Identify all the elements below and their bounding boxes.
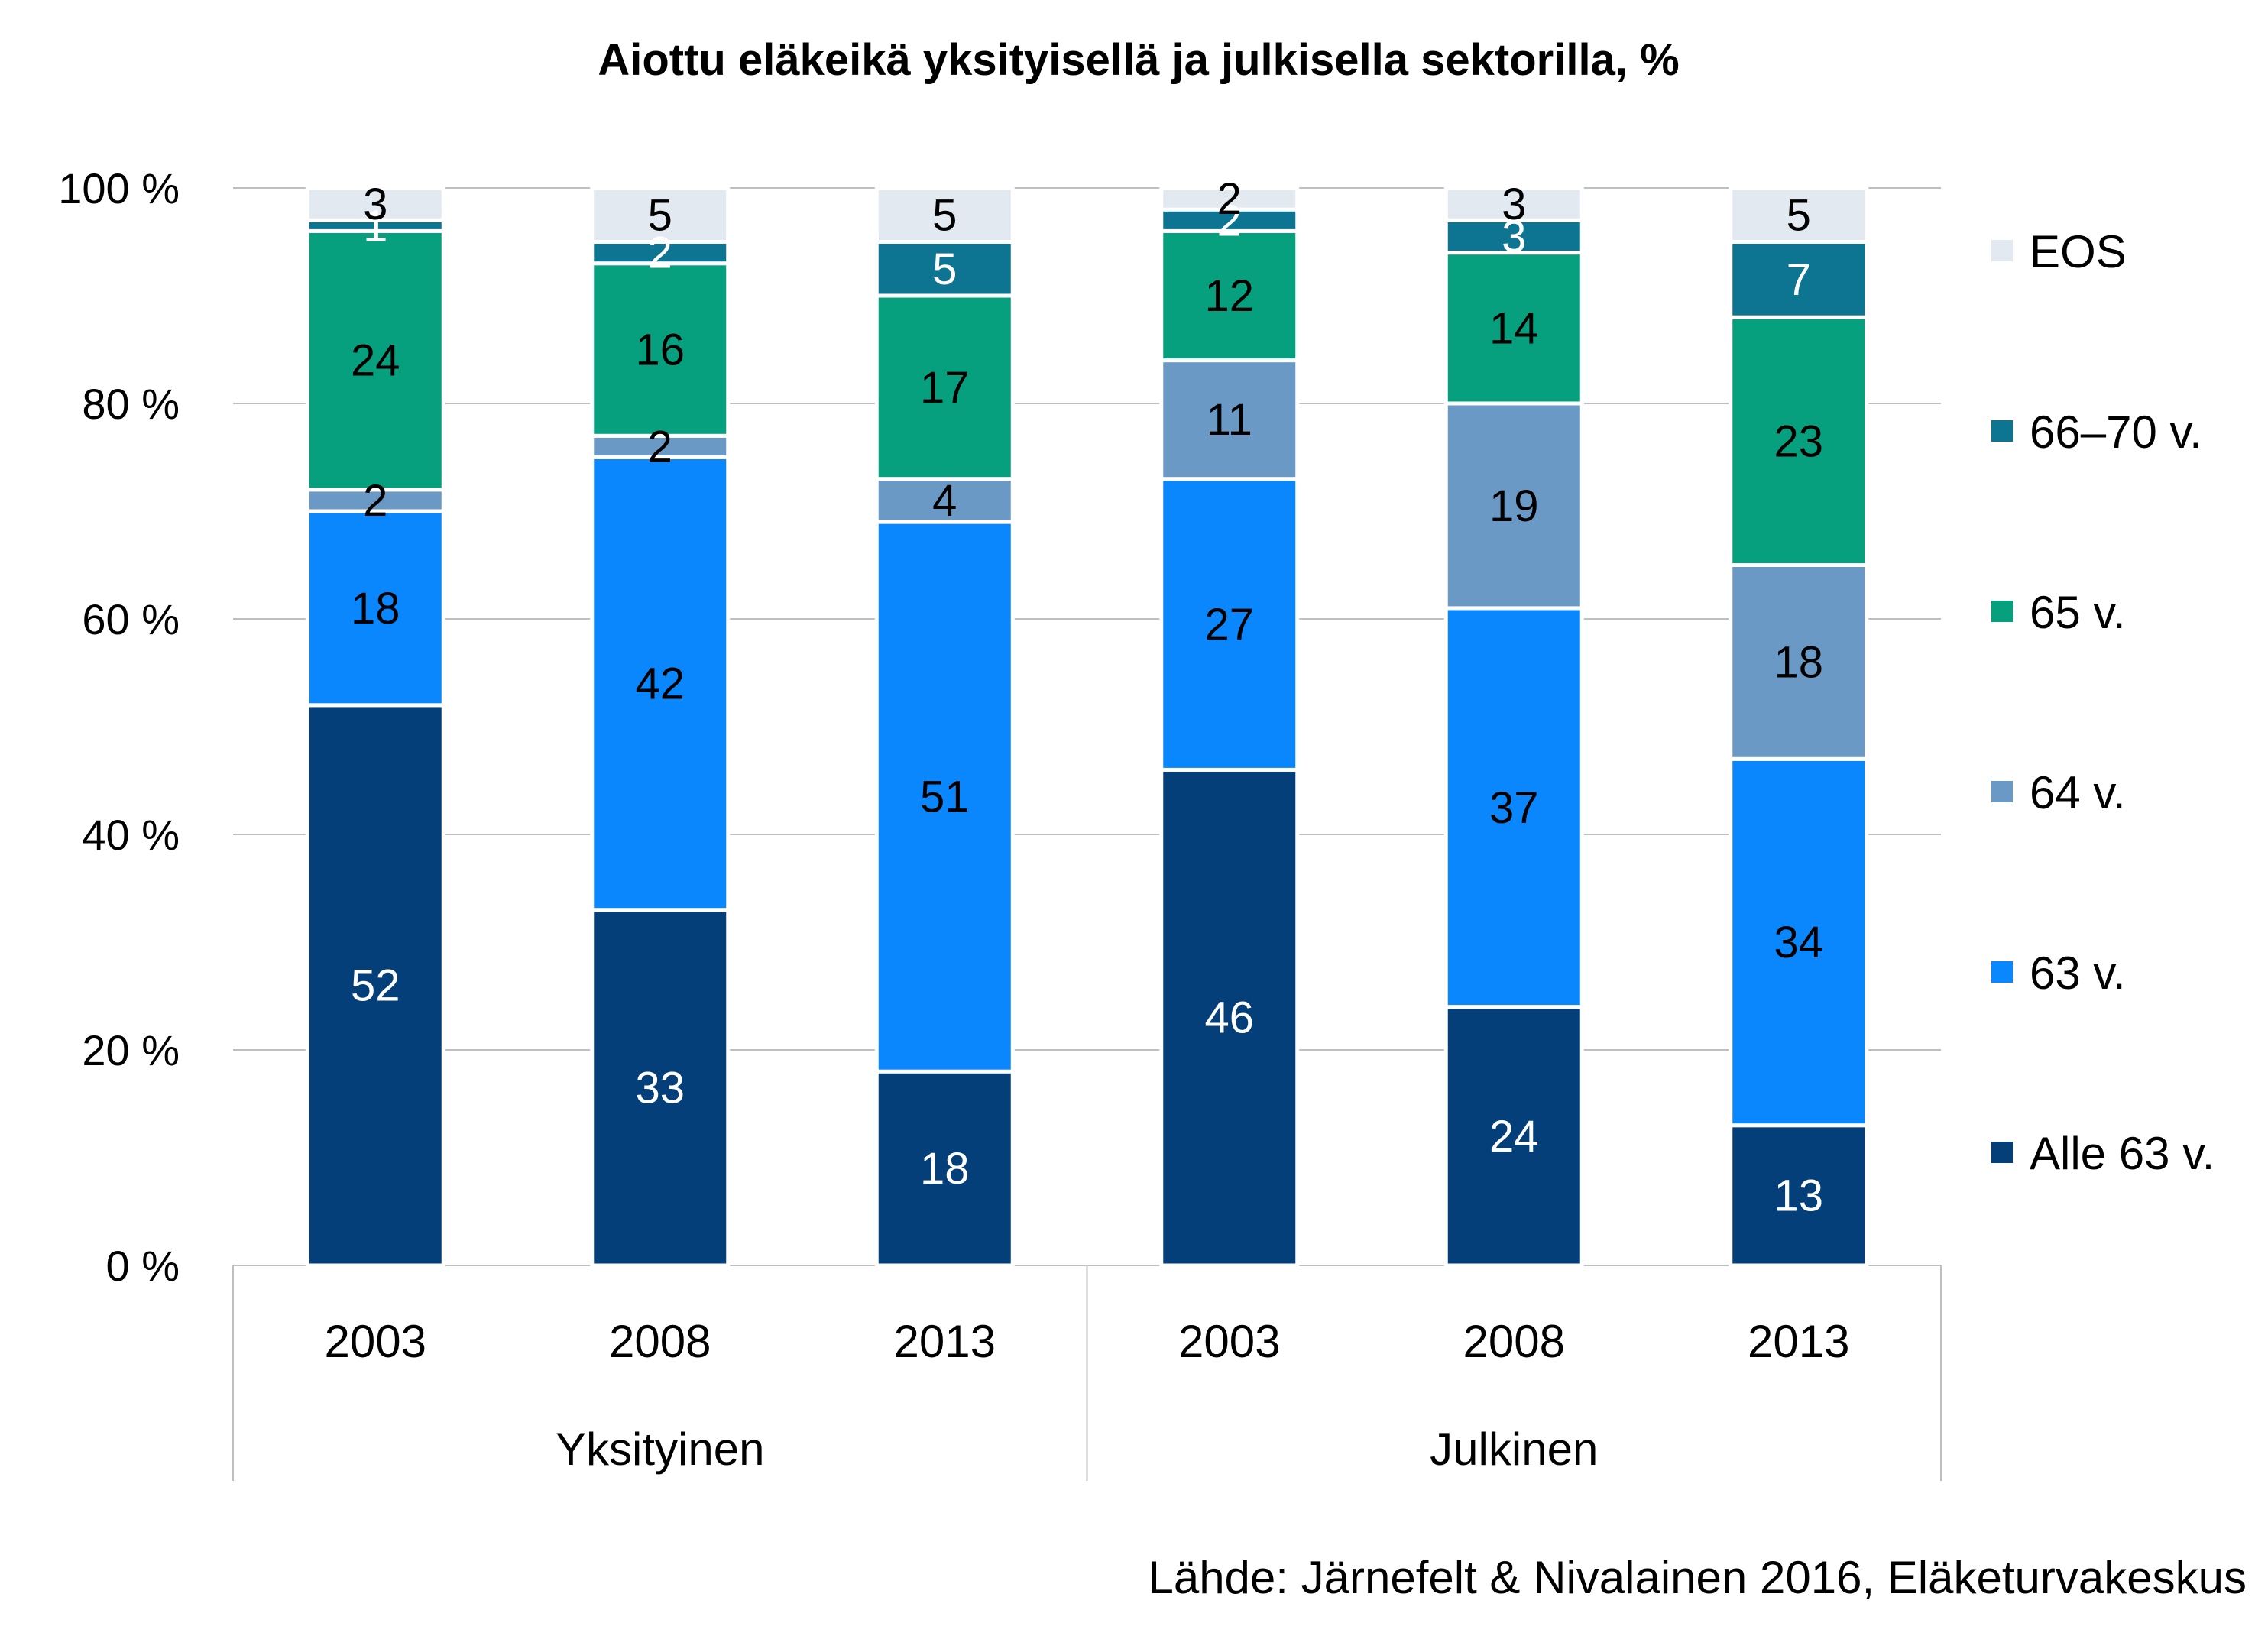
bar-segment — [1443, 401, 1584, 611]
data-label: 5 — [932, 245, 957, 294]
x-tick-label: 2013 — [894, 1316, 996, 1367]
x-tick-label: 2008 — [609, 1316, 711, 1367]
data-label: 4 — [932, 476, 957, 526]
group-label: Julkinen — [1430, 1424, 1598, 1475]
y-tick-label: 80 % — [82, 380, 180, 428]
data-label: 5 — [648, 190, 672, 240]
legend-label: 66–70 v. — [2030, 407, 2202, 458]
data-label: 52 — [351, 961, 400, 1010]
data-label: 24 — [1489, 1112, 1539, 1161]
chart-title: Aiottu eläkeikä yksityisellä ja julkisel… — [598, 35, 1679, 85]
legend-label: 65 v. — [2030, 587, 2126, 638]
bar-segment — [874, 186, 1015, 244]
y-tick-label: 40 % — [82, 811, 180, 859]
data-label: 51 — [920, 773, 970, 822]
data-label: 14 — [1489, 303, 1539, 353]
data-label: 2 — [1217, 196, 1242, 245]
data-label: 2 — [1217, 174, 1242, 224]
bar-segment — [590, 186, 731, 244]
data-label: 1 — [363, 201, 387, 251]
legend-swatch — [1991, 961, 2013, 983]
x-tick-label: 2008 — [1463, 1316, 1565, 1367]
data-label: 3 — [1502, 212, 1526, 261]
bars — [305, 186, 1869, 1268]
data-label: 24 — [351, 336, 400, 386]
data-label: 46 — [1204, 993, 1254, 1043]
data-label: 18 — [920, 1144, 970, 1194]
data-label: 16 — [635, 326, 685, 375]
y-tick-label: 100 % — [58, 164, 180, 212]
data-label: 2 — [648, 422, 672, 471]
y-tick-label: 20 % — [82, 1026, 180, 1074]
bar-segment — [590, 433, 731, 459]
group-label: Yksityinen — [556, 1424, 764, 1475]
bar-segment — [1443, 606, 1584, 1009]
bar-segment — [1443, 218, 1584, 255]
data-label: 2 — [648, 228, 672, 278]
bar-segment — [1159, 186, 1300, 212]
x-tick-label: 2003 — [325, 1316, 426, 1367]
legend-label: 64 v. — [2030, 767, 2126, 818]
bar-segment — [305, 228, 446, 492]
legend-swatch — [1991, 240, 2013, 261]
legend-label: 63 v. — [2030, 948, 2126, 999]
bar-segment — [305, 703, 446, 1268]
data-label: 33 — [635, 1063, 685, 1113]
legend-swatch — [1991, 781, 2013, 802]
legend: EOS 66–70 v. 65 v. 64 v. 63 v. Alle 63 v. — [1991, 226, 2215, 1179]
bar-segment — [1443, 186, 1584, 222]
data-label: 5 — [932, 190, 957, 240]
data-label: 13 — [1774, 1171, 1823, 1220]
data-label: 17 — [920, 363, 970, 413]
y-tick-label: 60 % — [82, 595, 180, 643]
bar-segment — [874, 240, 1015, 298]
data-label: 42 — [635, 659, 685, 709]
data-label: 11 — [1207, 395, 1252, 445]
data-label: 23 — [1774, 416, 1823, 466]
gridlines — [233, 187, 1941, 1266]
data-label: 34 — [1774, 918, 1823, 967]
legend-label: Alle 63 v. — [2030, 1128, 2215, 1179]
bar-segment — [1729, 186, 1869, 244]
data-label: 12 — [1204, 271, 1254, 321]
bar-segment — [1729, 756, 1869, 1128]
data-label: 19 — [1489, 481, 1539, 531]
bar-segment — [1159, 207, 1300, 233]
data-label: 3 — [1502, 180, 1526, 229]
bar-segment — [1729, 563, 1869, 761]
bar-segment — [590, 908, 731, 1268]
data-labels: 5218224133342216251851417554627111222243… — [351, 174, 1823, 1220]
bar-segment — [1443, 251, 1584, 406]
legend-swatch — [1991, 601, 2013, 622]
data-label: 18 — [1774, 637, 1823, 687]
legend-swatch — [1991, 1142, 2013, 1163]
data-label: 3 — [363, 180, 387, 229]
bar-segment — [305, 186, 446, 222]
bar-segment — [874, 1069, 1015, 1268]
data-label: 37 — [1489, 783, 1539, 833]
x-tick-label: 2013 — [1748, 1316, 1849, 1367]
data-label: 2 — [363, 476, 387, 526]
bar-segment — [1729, 240, 1869, 319]
x-tick-label: 2003 — [1178, 1316, 1280, 1367]
legend-swatch — [1991, 420, 2013, 442]
data-label: 7 — [1787, 255, 1811, 305]
bar-segment — [1729, 1123, 1869, 1268]
bar-segment — [590, 455, 731, 912]
y-tick-label: 0 % — [106, 1242, 180, 1290]
data-label: 5 — [1787, 190, 1811, 240]
data-label: 27 — [1204, 600, 1254, 650]
bar-segment — [305, 488, 446, 513]
source-note: Lähde: Järnefelt & Nivalainen 2016, Eläk… — [1148, 1552, 2247, 1603]
bar-segment — [1159, 228, 1300, 363]
legend-label: EOS — [2030, 226, 2127, 277]
axes: 0 % 20 % 40 % 60 % 80 % 100 % Yksityinen Julkin… — [58, 164, 1942, 1481]
data-label: 18 — [351, 584, 400, 633]
bar-segment — [1159, 358, 1300, 481]
bar-segment — [1159, 477, 1300, 772]
